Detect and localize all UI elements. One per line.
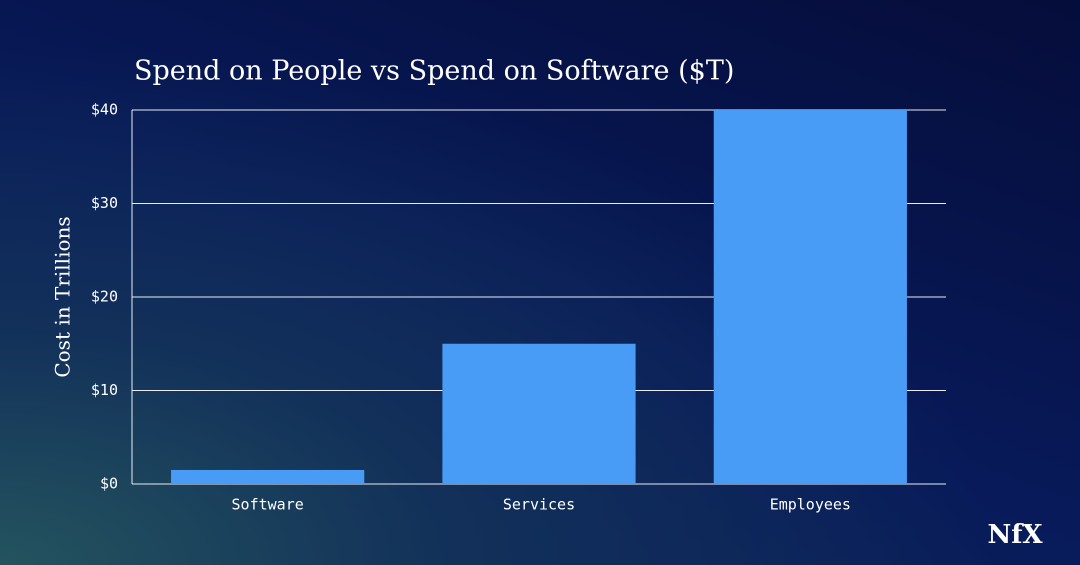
y-tick-label: $0 (100, 475, 118, 493)
bar (171, 469, 365, 484)
y-tick-label: $30 (91, 194, 118, 212)
x-tick-label: Services (503, 496, 575, 514)
bar (442, 343, 636, 484)
chart-title: Spend on People vs Spend on Software ($T… (134, 56, 734, 87)
x-tick-label: Software (232, 496, 304, 514)
bar (713, 110, 907, 484)
logo: NfX (987, 520, 1043, 550)
y-tick-label: $20 (91, 288, 118, 306)
y-tick-label: $10 (91, 381, 118, 399)
x-tick-label: Employees (770, 496, 851, 514)
y-tick-label: $40 (91, 101, 118, 119)
y-axis-label: Cost in Trillions (51, 216, 75, 377)
